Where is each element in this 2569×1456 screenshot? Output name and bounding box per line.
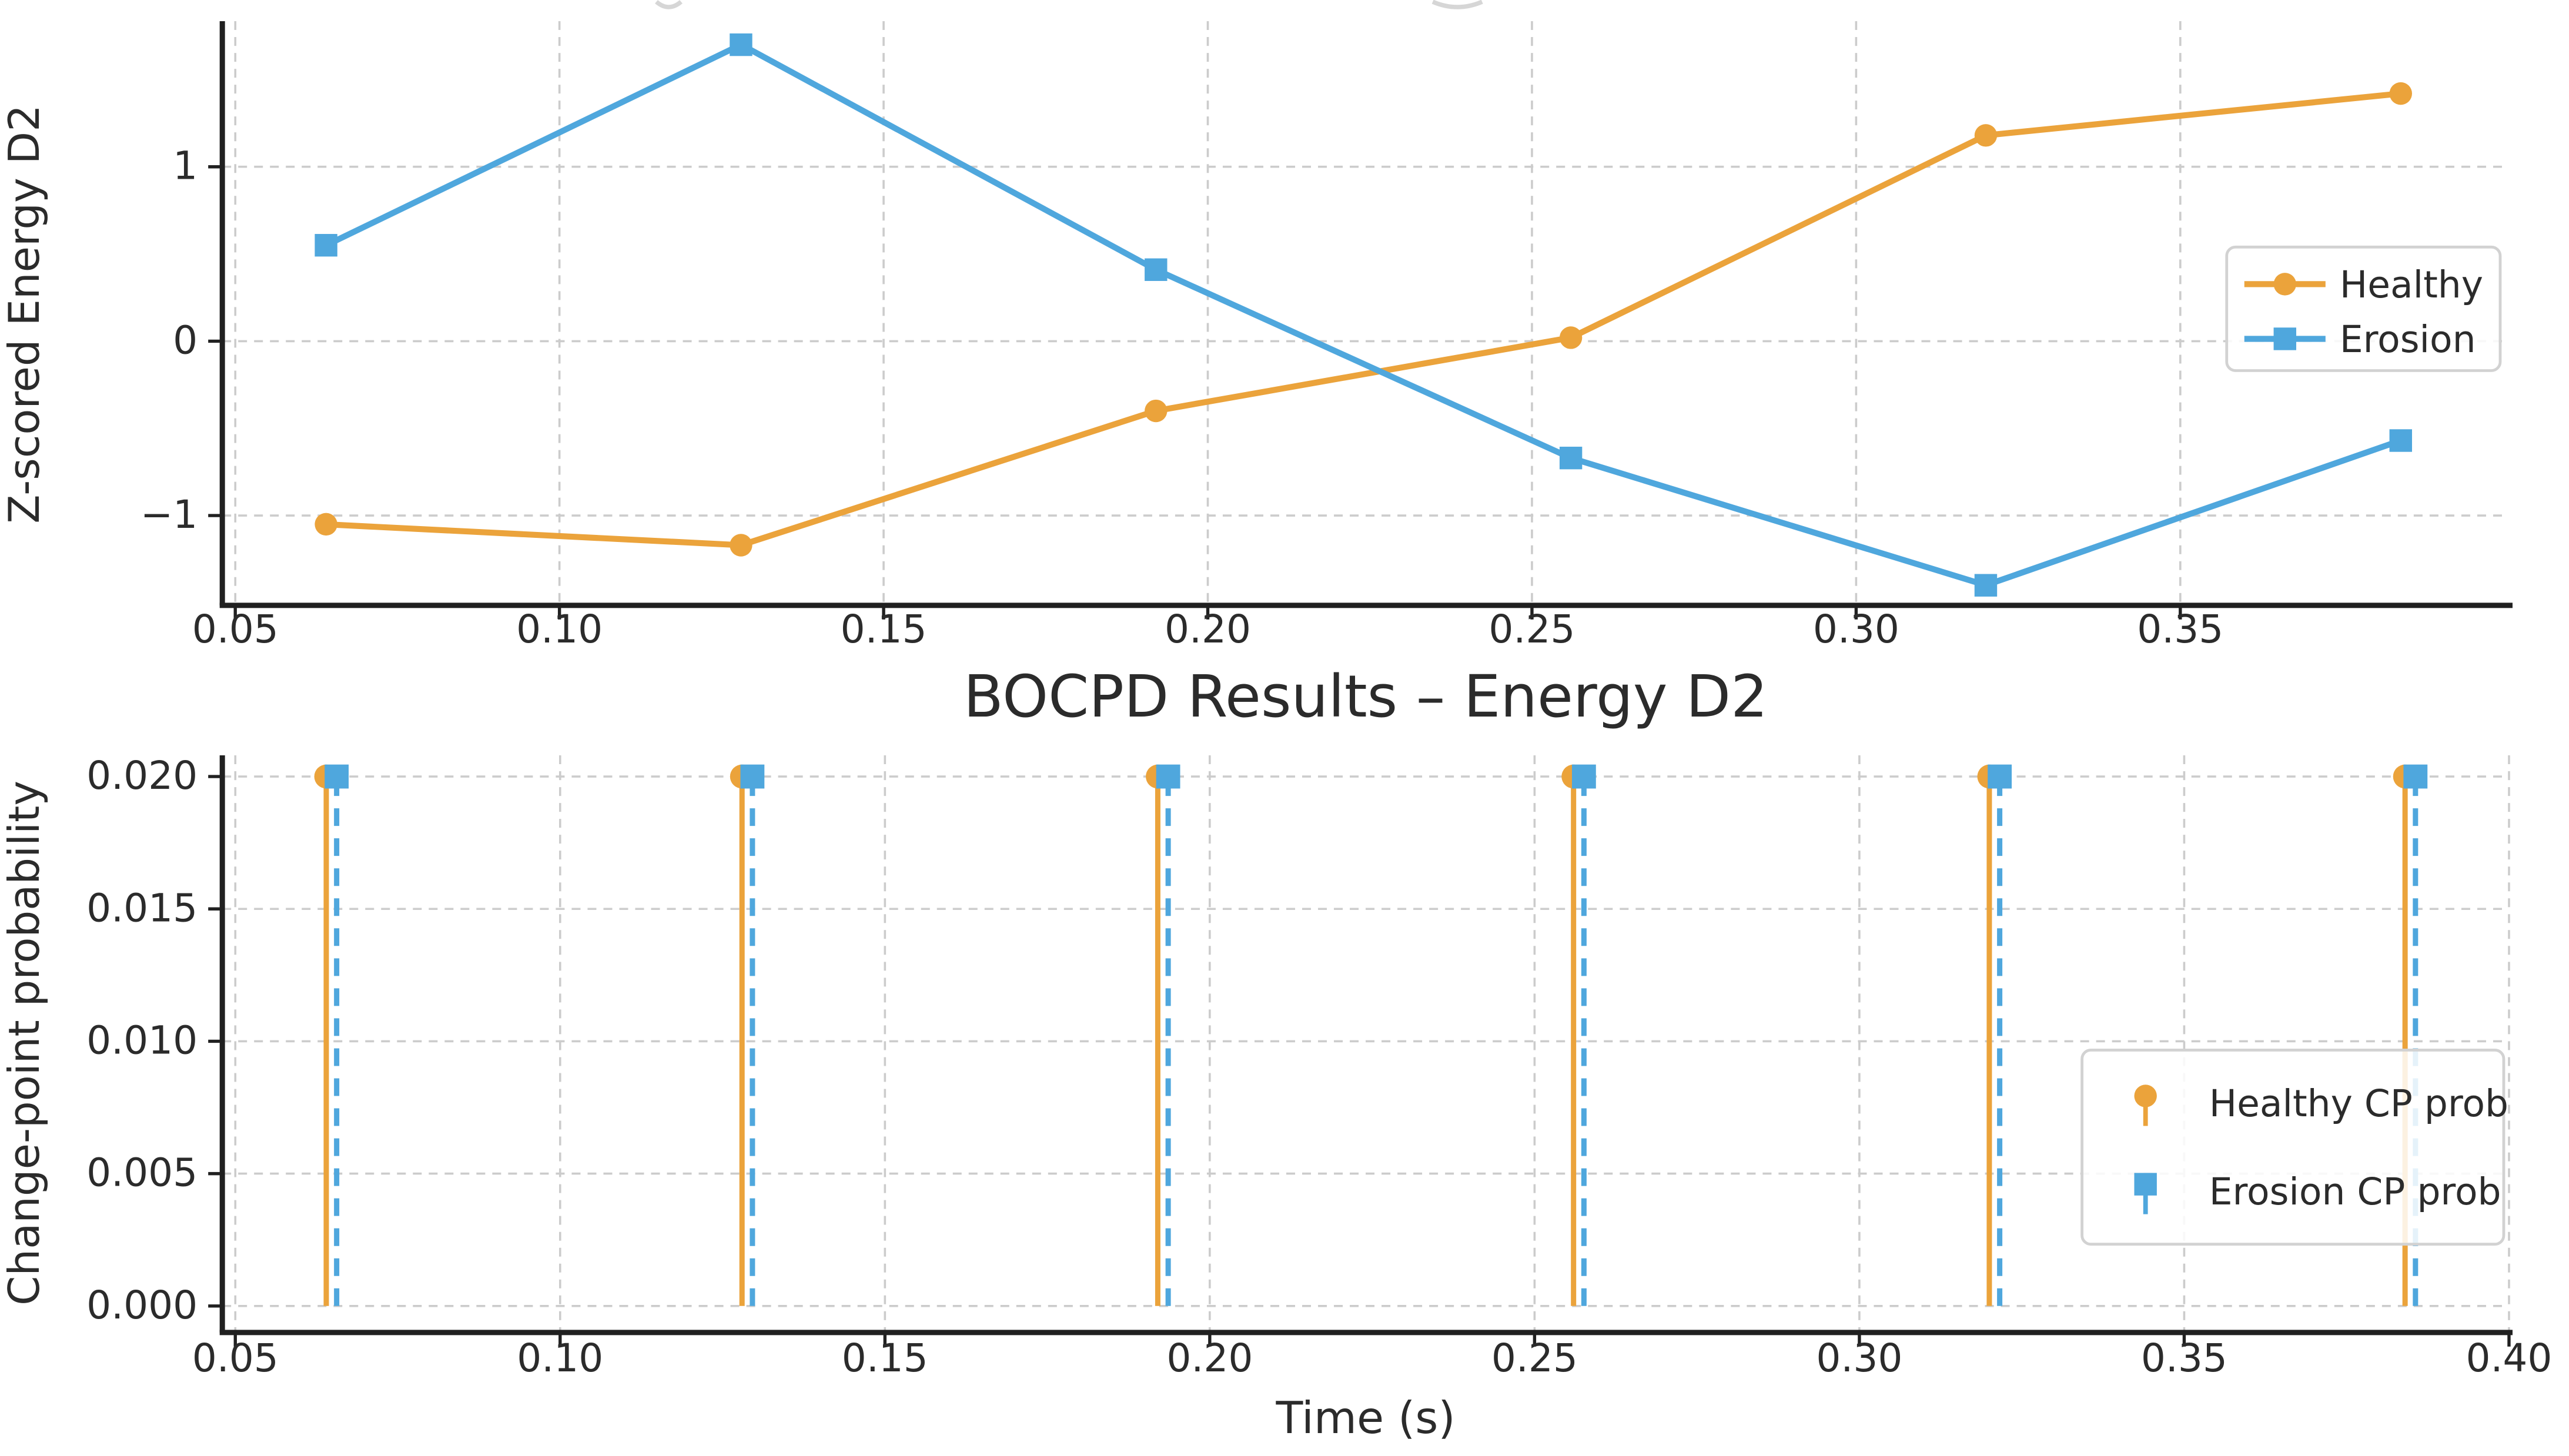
x-tick-label: 0.10 — [516, 607, 603, 652]
y-tick-label: 0.015 — [86, 885, 198, 930]
legend-marker-circle — [2273, 273, 2296, 296]
x-tick-label: 0.20 — [1165, 607, 1251, 652]
cropped-text-artifact — [1431, 0, 1483, 9]
subplot-zscore: 0.05 0.10 0.15 0.20 0.25 0.30 0.35 −1 0 1 Healthy E… — [0, 21, 2513, 652]
data-point-marker-square — [1974, 574, 1998, 597]
data-point-marker-square — [2389, 429, 2412, 452]
data-point-marker-square — [730, 33, 752, 56]
subplot-bocpd: 0.05 0.10 0.15 0.20 0.25 0.30 0.35 0.40 0.000 0.0… — [0, 663, 2552, 1444]
x-tick-label: 0.25 — [1491, 1335, 1578, 1381]
x-tick-label: 0.05 — [192, 607, 279, 652]
series-line-healthy — [323, 91, 2404, 548]
data-point-marker-circle — [1145, 399, 1168, 423]
data-point-marker-circle — [730, 534, 752, 557]
data-point-marker-circle — [1974, 124, 1998, 147]
stem-top-marker-square — [325, 764, 349, 789]
legend-marker-square — [2134, 1173, 2157, 1196]
y-axis-label: Z-scored Energy D2 — [0, 105, 49, 524]
x-tick-label: 0.35 — [2141, 1335, 2227, 1381]
chart-title: BOCPD Results – Energy D2 — [964, 663, 1768, 731]
data-point-marker-square — [315, 234, 337, 257]
legend-label-healthy: Healthy — [2340, 263, 2483, 306]
x-tick-label: 0.20 — [1166, 1335, 1253, 1381]
legend-marker-square — [2273, 327, 2296, 350]
x-tick-label: 0.15 — [842, 1335, 928, 1381]
x-tick-label: 0.10 — [517, 1335, 603, 1381]
x-tick-label: 0.35 — [2137, 607, 2223, 652]
stem-top-marker-square — [1571, 764, 1596, 789]
y-tick-label: 0 — [173, 317, 198, 363]
legend-label-erosion-cp-prob: Erosion CP prob — [2209, 1170, 2501, 1213]
legend-marker-circle — [2134, 1085, 2157, 1107]
data-point-marker-circle — [1559, 326, 1583, 349]
series-line-erosion — [323, 41, 2404, 588]
y-tick-label: 0.020 — [86, 753, 198, 798]
cropped-text-artifact — [655, 0, 683, 9]
data-point-marker-circle — [2389, 82, 2412, 105]
stem-top-marker-square — [2403, 764, 2428, 789]
y-tick-label: 0.005 — [86, 1150, 198, 1196]
data-point-marker-square — [1145, 258, 1168, 281]
stem-top-marker-square — [1156, 764, 1180, 789]
x-axis-label: Time (s) — [1276, 1392, 1456, 1444]
legend-box — [2080, 1049, 2506, 1246]
data-point-marker-circle — [315, 513, 337, 536]
x-tick-label: 0.30 — [1816, 1335, 1902, 1381]
x-tick-label: 0.40 — [2466, 1335, 2552, 1381]
x-tick-label: 0.15 — [841, 607, 927, 652]
y-tick-label: 1 — [173, 143, 198, 189]
x-tick-label: 0.30 — [1813, 607, 1899, 652]
stem-top-marker-square — [740, 764, 765, 789]
stem-top-marker-square — [1988, 764, 2012, 789]
y-tick-label: −1 — [141, 492, 198, 537]
x-tick-label: 0.05 — [192, 1335, 279, 1381]
y-axis-label: Change-point probability — [0, 781, 49, 1306]
legend-label-erosion: Erosion — [2340, 317, 2476, 361]
data-point-marker-square — [1559, 446, 1583, 470]
legend-label-healthy-cp-prob: Healthy CP prob — [2209, 1082, 2508, 1125]
x-tick-label: 0.25 — [1488, 607, 1575, 652]
y-tick-label: 0.010 — [86, 1017, 198, 1063]
y-tick-label: 0.000 — [86, 1283, 198, 1328]
